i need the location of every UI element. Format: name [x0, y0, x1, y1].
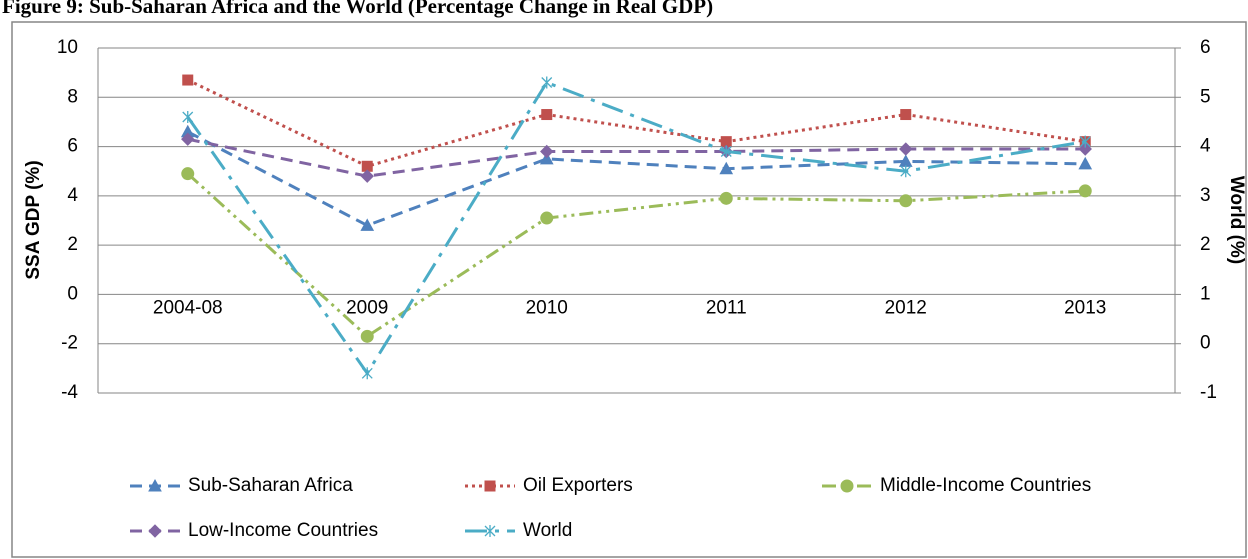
y-tick-label: 10	[57, 37, 78, 58]
marker	[1078, 184, 1092, 198]
y2-tick-label: 6	[1200, 37, 1211, 58]
marker	[719, 191, 733, 205]
marker	[182, 111, 194, 123]
y2-tick-label: 1	[1200, 283, 1211, 304]
legend-label: Sub-Saharan Africa	[188, 475, 353, 496]
marker	[484, 525, 496, 537]
series-line	[187, 137, 1086, 178]
y-tick-label: 4	[67, 185, 78, 206]
marker	[541, 76, 553, 89]
y2-axis-title: World (%)	[1226, 176, 1247, 264]
marker	[148, 524, 162, 538]
y-tick-label: -4	[61, 382, 78, 403]
marker	[719, 161, 734, 175]
legend-item: Low-Income Countries	[130, 520, 378, 541]
legend-label: Low-Income Countries	[188, 520, 378, 541]
y2-tick-label: 5	[1200, 86, 1211, 107]
legend-item: Oil Exporters	[465, 475, 633, 496]
series-line	[187, 130, 1086, 228]
marker	[484, 480, 496, 492]
y-tick-label: -2	[61, 333, 78, 354]
marker	[360, 218, 375, 231]
marker	[1078, 142, 1092, 156]
marker	[361, 367, 373, 380]
legend-label: Middle-Income Countries	[880, 475, 1091, 496]
series-line	[186, 80, 1086, 377]
marker	[539, 151, 554, 165]
marker	[540, 211, 554, 225]
x-tick-label: 2010	[526, 297, 568, 318]
y2-tick-label: 3	[1200, 185, 1211, 206]
y-tick-label: 8	[67, 86, 78, 107]
x-tick-label: 2011	[706, 297, 747, 318]
y2-tick-label: -1	[1200, 382, 1217, 403]
y-axis-title: SSA GDP (%)	[23, 160, 44, 279]
marker	[1078, 156, 1093, 170]
marker	[899, 194, 913, 208]
y2-tick-label: 2	[1200, 234, 1211, 255]
y2-tick-label: 0	[1200, 333, 1211, 354]
y2-tick-label: 4	[1200, 136, 1211, 157]
marker	[182, 74, 194, 86]
marker	[360, 329, 374, 343]
marker	[541, 109, 553, 121]
marker	[1079, 135, 1091, 148]
marker	[899, 142, 913, 156]
marker	[840, 479, 854, 493]
marker	[181, 167, 195, 181]
marker	[540, 144, 554, 159]
chart-frame	[11, 21, 1247, 558]
legend-item: Sub-Saharan Africa	[130, 475, 353, 496]
x-tick-label: 2009	[346, 297, 388, 318]
legend-item: World	[465, 520, 572, 541]
y-tick-label: 6	[67, 136, 78, 157]
x-tick-label: 2013	[1064, 297, 1106, 318]
marker	[181, 132, 195, 146]
x-tick-label: 2004-08	[153, 297, 223, 318]
legend-label: World	[523, 520, 572, 541]
x-tick-label: 2012	[885, 297, 927, 318]
legend-item: Middle-Income Countries	[822, 475, 1091, 496]
y-tick-label: 2	[67, 234, 78, 255]
marker	[720, 145, 732, 158]
marker	[360, 169, 374, 183]
series-line	[187, 78, 1086, 168]
legend-label: Oil Exporters	[523, 475, 633, 496]
marker	[148, 478, 162, 492]
y-tick-label: 0	[67, 283, 78, 304]
marker	[900, 165, 912, 178]
chart-title: Figure 9: Sub-Saharan Africa and the Wor…	[2, 0, 713, 18]
series-line	[186, 172, 1086, 339]
marker	[900, 109, 912, 121]
